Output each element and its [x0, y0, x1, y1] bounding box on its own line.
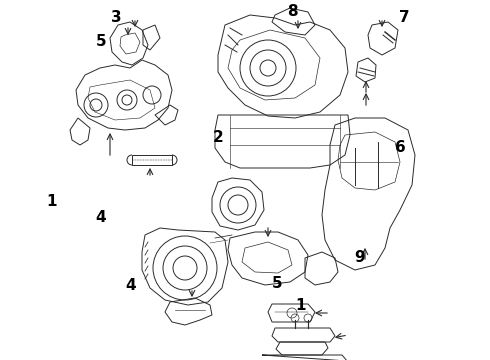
Text: 1: 1 [47, 194, 57, 210]
Text: 9: 9 [355, 251, 366, 266]
Text: 7: 7 [399, 10, 409, 26]
Text: 5: 5 [271, 275, 282, 291]
Text: 2: 2 [213, 130, 223, 145]
Text: 6: 6 [394, 140, 405, 156]
Text: 8: 8 [287, 4, 297, 19]
Text: 4: 4 [96, 211, 106, 225]
Text: 1: 1 [296, 297, 306, 312]
Text: 5: 5 [96, 35, 106, 49]
Text: 4: 4 [126, 278, 136, 292]
Text: 3: 3 [111, 10, 122, 26]
